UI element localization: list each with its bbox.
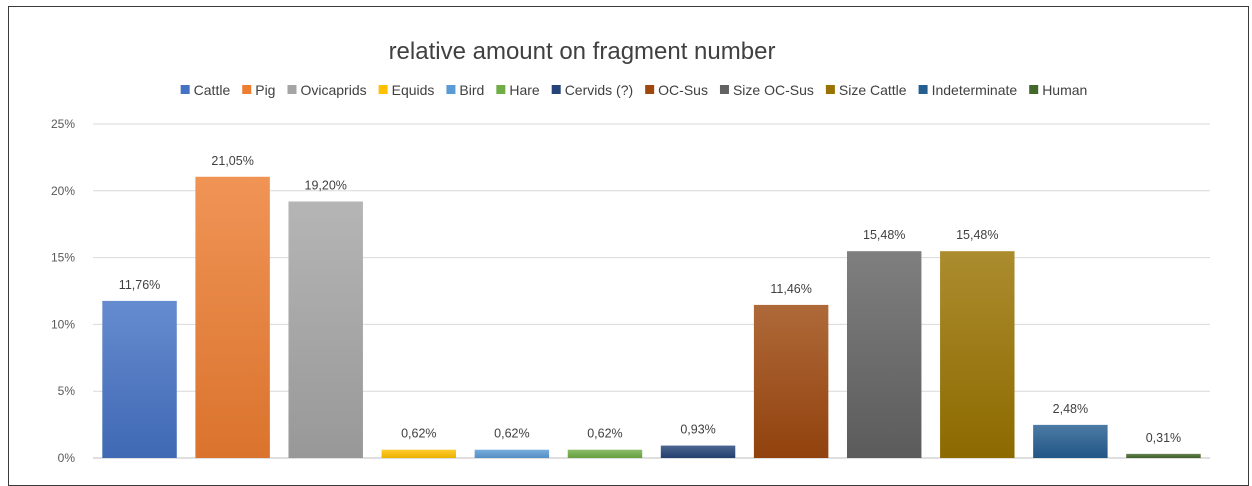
legend-item: Size OC-Sus (719, 82, 814, 98)
legend-swatch (551, 85, 561, 94)
legend-item: Indeterminate (918, 82, 1018, 98)
chart-title: relative amount on fragment number (389, 38, 776, 65)
bar-pig (195, 176, 270, 458)
legend-swatch (242, 85, 252, 94)
legend-swatch (180, 85, 190, 94)
legend-label: Ovicaprids (300, 82, 366, 98)
legend-label: Equids (392, 82, 435, 98)
legend-label: Hare (509, 82, 540, 98)
y-axis: 0% 5% 10% 15% 20% 25% (51, 117, 75, 465)
bar-cattle (102, 300, 177, 458)
legend-swatch (825, 85, 835, 94)
legend-item: Size Cattle (825, 82, 907, 98)
legend-label: Size Cattle (839, 82, 907, 98)
legend-label: Cattle (194, 82, 231, 98)
y-tick-label: 25% (51, 117, 75, 131)
y-tick-label: 20% (51, 184, 75, 198)
legend-swatch (378, 85, 388, 94)
y-tick-label: 5% (58, 384, 76, 398)
legend-label: Human (1042, 82, 1087, 98)
legend-item: Ovicaprids (287, 82, 367, 98)
legend: Cattle Pig Ovicaprids Equids Bird Hare Cervids… (180, 82, 1087, 98)
legend-item: Hare (496, 82, 540, 98)
legend-label: Bird (459, 82, 484, 98)
bar-size-cattle (940, 251, 1015, 458)
legend-label: Indeterminate (932, 82, 1018, 98)
y-tick-label: 0% (58, 451, 76, 465)
legend-item: Cattle (180, 82, 231, 98)
data-label: 21,05% (211, 154, 253, 168)
legend-item: Cervids (?) (551, 82, 633, 98)
bar-cervids (660, 445, 736, 458)
data-labels: 11,76% 21,05% 19,20% 0,62% 0,62% 0,62% 0,93% 11… (119, 154, 1181, 445)
bar-ovicaprids (288, 201, 363, 458)
legend-item: Bird (446, 82, 484, 98)
legend-swatch (918, 85, 928, 94)
legend-item: Human (1029, 82, 1087, 98)
data-label: 15,48% (863, 228, 905, 242)
data-label: 0,93% (680, 423, 715, 437)
bar-bird (474, 449, 550, 458)
data-label: 15,48% (956, 228, 998, 242)
bar-human (1126, 453, 1201, 458)
bar-indeterminate (1033, 424, 1108, 458)
y-tick-label: 10% (51, 317, 75, 331)
bar-oc-sus (753, 304, 829, 458)
data-label: 0,31% (1146, 431, 1181, 445)
legend-label: Cervids (?) (565, 82, 633, 98)
legend-label: Size OC-Sus (733, 82, 814, 98)
bar-hare (567, 449, 643, 458)
data-label: 0,62% (494, 427, 529, 441)
legend-swatch (719, 85, 729, 94)
data-label: 0,62% (587, 427, 622, 441)
data-label: 11,76% (119, 278, 160, 292)
legend-item: OC-Sus (645, 82, 708, 98)
legend-swatch (1029, 85, 1039, 94)
legend-label: Pig (255, 82, 275, 98)
data-label: 19,20% (305, 178, 347, 192)
data-label: 11,46% (770, 282, 811, 296)
data-label: 0,62% (401, 427, 436, 441)
bars (102, 176, 1201, 458)
legend-swatch (496, 85, 506, 94)
gridlines (93, 123, 1210, 459)
legend-swatch (446, 85, 456, 94)
legend-item: Pig (242, 82, 275, 98)
legend-label: OC-Sus (658, 82, 708, 98)
y-tick-label: 15% (51, 251, 75, 265)
legend-swatch (287, 85, 297, 94)
legend-swatch (645, 85, 655, 94)
data-label: 2,48% (1053, 402, 1088, 416)
bar-size-oc-sus (846, 251, 922, 458)
legend-item: Equids (378, 82, 435, 98)
bar-equids (381, 449, 457, 458)
